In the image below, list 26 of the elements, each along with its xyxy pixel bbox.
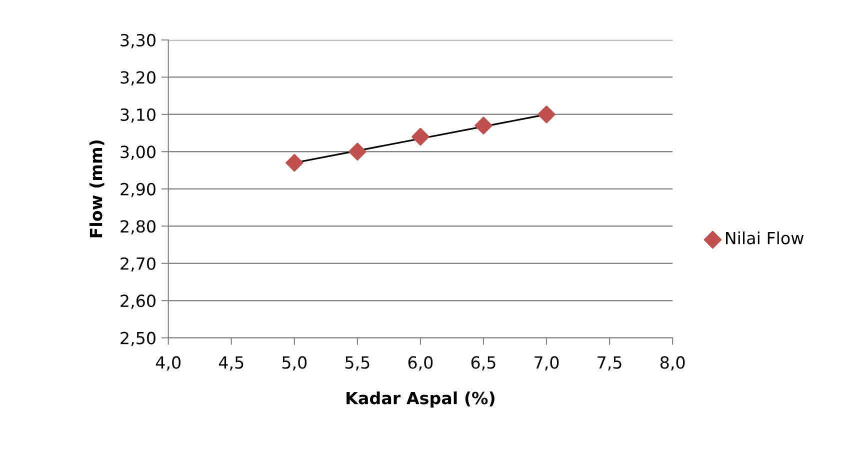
y-axis-title: Flow (mm): [89, 140, 104, 238]
y-tick-label: 2,70: [120, 257, 156, 272]
y-tick-label: 2,60: [120, 294, 156, 309]
y-tick-label: 2,50: [120, 332, 156, 346]
x-tick-label: 5,5: [345, 356, 370, 370]
point: [474, 116, 492, 134]
x-tick-label: 6,5: [471, 356, 496, 370]
x-tick-label: 5,0: [282, 356, 307, 370]
x-tick-label: 8,0: [660, 356, 685, 370]
point: [285, 154, 304, 172]
point: [412, 128, 430, 146]
y-tick-label: 2,80: [120, 220, 156, 234]
point: [348, 142, 366, 161]
legend-label: Nilai Flow: [726, 231, 804, 244]
y-tick-label: 3,20: [120, 71, 156, 86]
y-tick-label: 3,30: [120, 34, 156, 48]
y-tick-label: 3,10: [120, 108, 156, 123]
x-axis-title: Kadar Aspal (%): [346, 391, 494, 408]
x-tick-label: 6,0: [408, 356, 433, 370]
y-tick-label: 2,90: [120, 182, 156, 198]
x-tick-label: 4,0: [156, 356, 180, 370]
y-tick-label: 3,00: [120, 146, 156, 160]
x-tick-label: 7,5: [598, 356, 622, 370]
point: [538, 105, 556, 124]
x-tick-label: 4,5: [218, 356, 244, 370]
x-tick-label: 7,0: [534, 356, 559, 370]
